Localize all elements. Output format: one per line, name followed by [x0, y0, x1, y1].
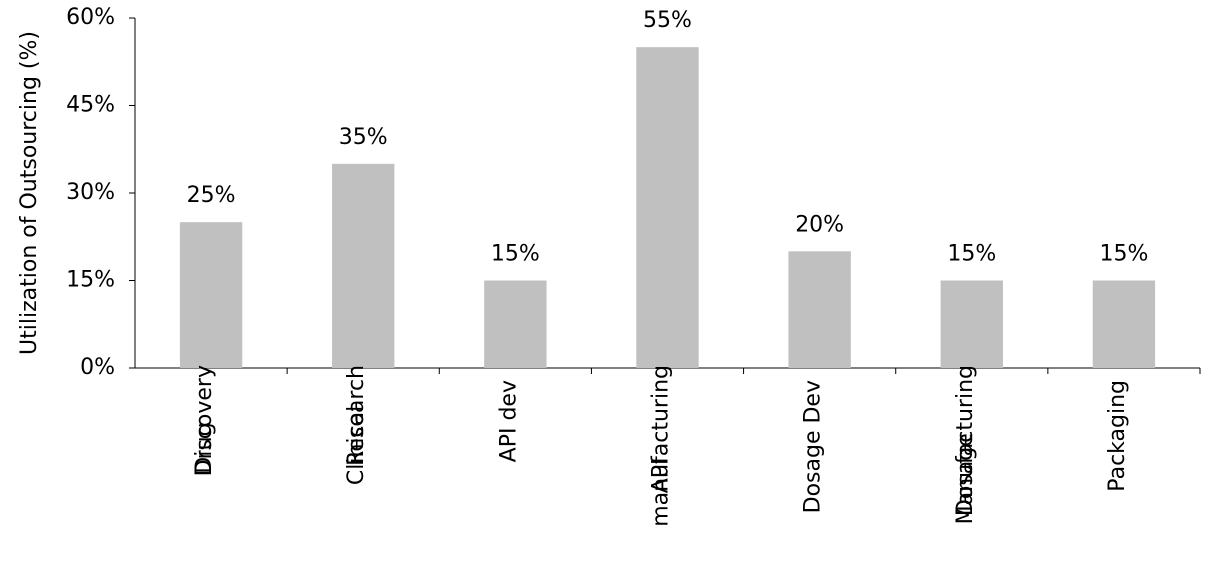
- x-tick-label: Packaging: [1105, 380, 1130, 492]
- bar: [940, 280, 1003, 368]
- value-label: 20%: [795, 212, 844, 237]
- bar: [484, 280, 547, 368]
- x-tick-label: API dev: [496, 380, 521, 462]
- x-tick-label: DosageManufacturing: [953, 365, 978, 524]
- bar: [1092, 280, 1156, 368]
- bar: [636, 47, 699, 369]
- x-tick-label: DrugDiscovery: [192, 365, 217, 476]
- value-label: 15%: [1099, 242, 1148, 267]
- value-label: 25%: [187, 183, 236, 208]
- y-axis-label: Utilization of Outsourcing (%): [17, 31, 42, 355]
- value-label: 15%: [947, 242, 996, 267]
- y-tick-label: 15%: [66, 268, 115, 293]
- y-tick-label: 45%: [66, 93, 115, 118]
- value-label: 55%: [643, 8, 692, 33]
- bar: [179, 222, 243, 368]
- y-tick-label: 0%: [80, 355, 115, 380]
- bar: [332, 163, 395, 368]
- x-tick-label: Dosage Dev: [801, 380, 826, 513]
- bar: [788, 251, 851, 368]
- value-label: 35%: [339, 125, 388, 150]
- x-tick-label: ClinicalResearch: [344, 365, 369, 485]
- value-label: 15%: [491, 242, 540, 267]
- x-tick-label: APImanufacturing: [649, 365, 674, 527]
- y-tick-label: 30%: [66, 180, 115, 205]
- y-tick-label: 60%: [66, 5, 115, 30]
